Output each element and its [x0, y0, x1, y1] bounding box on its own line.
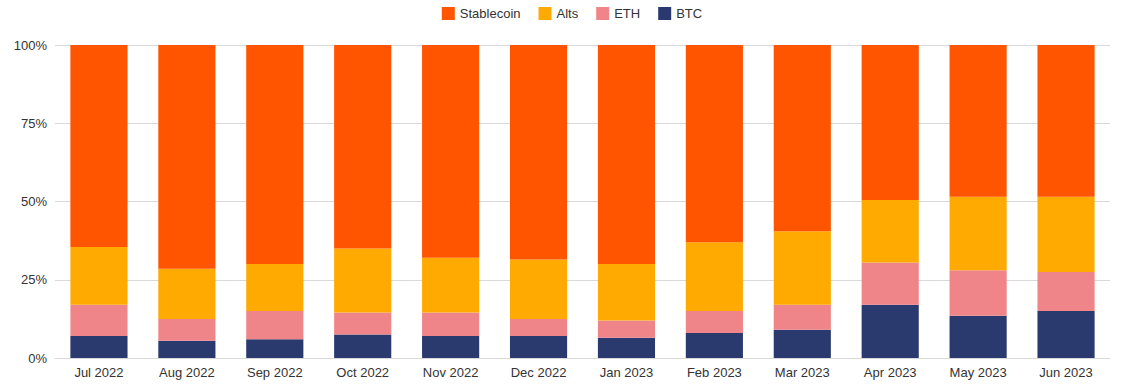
svg-text:100%: 100%: [14, 38, 48, 53]
svg-text:0%: 0%: [28, 351, 47, 366]
svg-text:Dec 2022: Dec 2022: [511, 365, 567, 380]
svg-text:75%: 75%: [21, 116, 47, 131]
svg-text:Feb 2023: Feb 2023: [687, 365, 742, 380]
svg-text:Sep 2022: Sep 2022: [247, 365, 303, 380]
svg-text:Nov 2022: Nov 2022: [423, 365, 479, 380]
svg-text:Jun 2023: Jun 2023: [1039, 365, 1093, 380]
svg-text:ETH: ETH: [614, 6, 640, 21]
svg-text:50%: 50%: [21, 194, 47, 209]
svg-text:Jul 2022: Jul 2022: [74, 365, 123, 380]
svg-text:Jan 2023: Jan 2023: [600, 365, 654, 380]
svg-text:25%: 25%: [21, 272, 47, 287]
svg-text:Aug 2022: Aug 2022: [159, 365, 215, 380]
svg-text:Mar 2023: Mar 2023: [775, 365, 830, 380]
svg-text:Stablecoin: Stablecoin: [460, 6, 521, 21]
svg-text:Apr 2023: Apr 2023: [864, 365, 917, 380]
svg-text:BTC: BTC: [676, 6, 702, 21]
svg-text:Oct 2022: Oct 2022: [336, 365, 389, 380]
svg-text:May 2023: May 2023: [950, 365, 1007, 380]
svg-text:Alts: Alts: [557, 6, 579, 21]
